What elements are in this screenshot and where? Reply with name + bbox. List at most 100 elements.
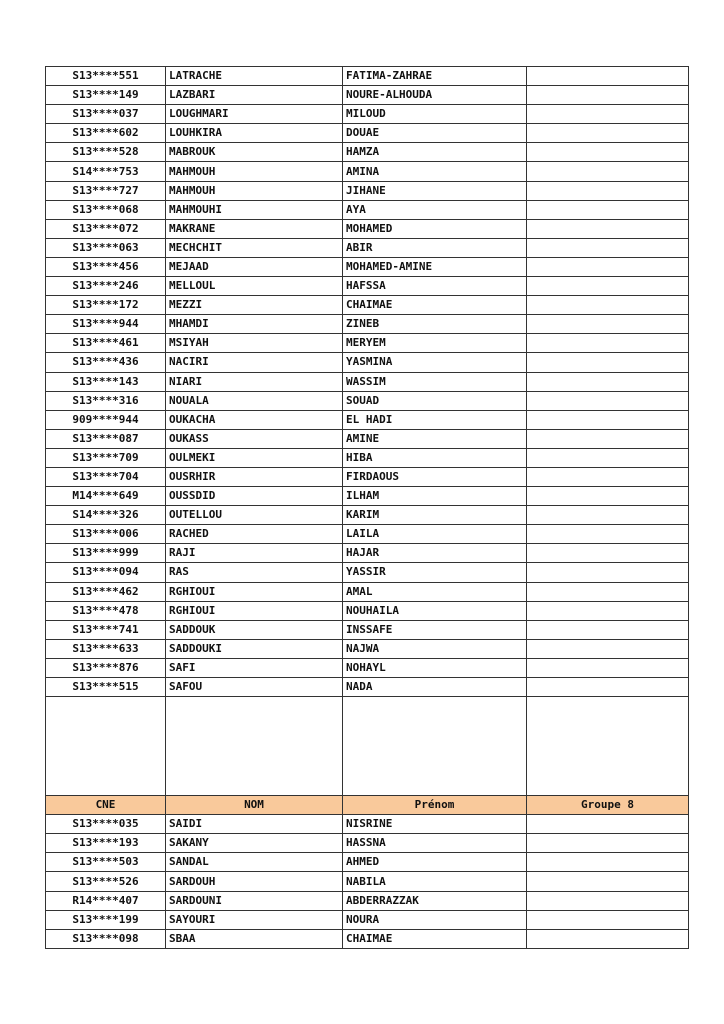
- cell-prenom: DOUAE: [342, 123, 527, 144]
- table-row: S13****098 SBAA CHAIMAE: [45, 928, 689, 949]
- cell-prenom: AMAL: [342, 581, 527, 602]
- cell-cne: S13****503: [45, 852, 166, 873]
- cell-nom: MECHCHIT: [165, 237, 343, 258]
- cell-prenom: MOHAMED: [342, 218, 527, 239]
- cell-groupe: [526, 256, 689, 278]
- blank-spacer: [45, 696, 689, 797]
- cell-groupe: [526, 333, 689, 354]
- cell-cne: S13****143: [45, 371, 166, 392]
- cell-prenom: HASSNA: [342, 833, 527, 854]
- cell-groupe: [526, 676, 689, 698]
- table-row: S13****528 MABROUK HAMZA: [45, 142, 689, 163]
- cell-groupe: [526, 581, 689, 602]
- cell-cne: S13****727: [45, 180, 166, 201]
- rows-before: S13****551 LATRACHE FATIMA-ZAHRAE S13****14…: [45, 65, 689, 698]
- cell-prenom: NOURE-ALHOUDA: [342, 85, 527, 106]
- cell-groupe: [526, 562, 689, 583]
- table-row: R14****407 SARDOUNI ABDERRAZZAK: [45, 890, 689, 911]
- cell-prenom: HAJAR: [342, 543, 527, 564]
- cell-nom: LOUGHMARI: [165, 104, 343, 125]
- table-row: S13****727 MAHMOUH JIHANE: [45, 180, 689, 201]
- cell-prenom: MILOUD: [342, 104, 527, 125]
- cell-prenom: ABIR: [342, 237, 527, 258]
- cell-prenom: YASMINA: [342, 352, 527, 373]
- cell-nom: SAFI: [165, 657, 343, 679]
- student-table: S13****551 LATRACHE FATIMA-ZAHRAE S13****14…: [45, 65, 689, 949]
- cell-cne: S13****063: [45, 237, 166, 258]
- cell-cne: R14****407: [45, 890, 166, 911]
- cell-groupe: [526, 180, 689, 201]
- table-row: S13****515 SAFOU NADA: [45, 676, 689, 698]
- table-row: S14****753 MAHMOUH AMINA: [45, 161, 689, 182]
- cell-nom: NIARI: [165, 371, 343, 392]
- cell-prenom: CHAIMAE: [342, 295, 527, 316]
- table-row: S13****704 OUSRHIR FIRDAOUS: [45, 466, 689, 488]
- table-row: S13****551 LATRACHE FATIMA-ZAHRAE: [45, 65, 689, 87]
- cell-cne: S13****068: [45, 199, 166, 220]
- cell-cne: S13****193: [45, 833, 166, 854]
- table-row: S13****436 NACIRI YASMINA: [45, 352, 689, 373]
- cell-prenom: CHAIMAE: [342, 928, 527, 949]
- cell-prenom: HAMZA: [342, 142, 527, 163]
- cell-groupe: [526, 352, 689, 373]
- cell-cne: S13****741: [45, 619, 166, 640]
- table-row: S13****741 SADDOUK INSSAFE: [45, 619, 689, 640]
- cell-groupe: [526, 524, 689, 545]
- cell-prenom: AHMED: [342, 852, 527, 873]
- table-row: S13****633 SADDOUKI NAJWA: [45, 638, 689, 659]
- cell-prenom: NOUHAILA: [342, 600, 527, 621]
- table-row: S13****944 MHAMDI ZINEB: [45, 314, 689, 335]
- header-groupe: Groupe 8: [526, 795, 689, 816]
- cell-nom: SADDOUKI: [165, 638, 343, 659]
- cell-nom: MEZZI: [165, 295, 343, 316]
- cell-nom: MABROUK: [165, 142, 343, 163]
- rows-after: S13****035 SAIDI NISRINE S13****193 SAKANY HA…: [45, 814, 689, 949]
- table-row: M14****649 OUSSDID ILHAM: [45, 486, 689, 507]
- cell-cne: S13****633: [45, 638, 166, 659]
- cell-nom: SAYOURI: [165, 909, 343, 930]
- cell-cne: S13****098: [45, 928, 166, 949]
- cell-nom: OUTELLOU: [165, 505, 343, 526]
- cell-prenom: SOUAD: [342, 390, 527, 411]
- table-row: S13****526 SARDOUH NABILA: [45, 871, 689, 892]
- cell-cne: S13****035: [45, 814, 166, 835]
- cell-nom: OUKACHA: [165, 409, 343, 430]
- table-row: S13****709 OULMEKI HIBA: [45, 447, 689, 468]
- table-row: S13****172 MEZZI CHAIMAE: [45, 295, 689, 316]
- cell-cne: S13****436: [45, 352, 166, 373]
- table-row: S13****478 RGHIOUI NOUHAILA: [45, 600, 689, 621]
- cell-groupe: [526, 890, 689, 911]
- cell-groupe: [526, 871, 689, 892]
- table-row: S13****037 LOUGHMARI MILOUD: [45, 104, 689, 125]
- cell-prenom: NOHAYL: [342, 657, 527, 679]
- cell-prenom: LAILA: [342, 524, 527, 545]
- table-row: S13****006 RACHED LAILA: [45, 524, 689, 545]
- cell-nom: NACIRI: [165, 352, 343, 373]
- header-cne: CNE: [45, 795, 166, 816]
- cell-cne: S13****006: [45, 524, 166, 545]
- cell-cne: S13****199: [45, 909, 166, 930]
- cell-nom: OUSSDID: [165, 486, 343, 507]
- cell-groupe: [526, 600, 689, 621]
- header-prenom: Prénom: [342, 795, 527, 816]
- cell-cne: S13****999: [45, 543, 166, 564]
- cell-nom: SARDOUNI: [165, 890, 343, 911]
- cell-nom: MAHMOUH: [165, 180, 343, 201]
- cell-prenom: NOURA: [342, 909, 527, 930]
- cell-prenom: ILHAM: [342, 486, 527, 507]
- cell-groupe: [526, 505, 689, 526]
- cell-cne: S13****172: [45, 295, 166, 316]
- cell-groupe: [526, 466, 689, 488]
- cell-cne: M14****649: [45, 486, 166, 507]
- cell-groupe: [526, 295, 689, 316]
- cell-cne: S13****456: [45, 256, 166, 278]
- cell-nom: OUSRHIR: [165, 466, 343, 488]
- cell-groupe: [526, 161, 689, 182]
- cell-groupe: [526, 852, 689, 873]
- cell-prenom: FATIMA-ZAHRAE: [342, 65, 527, 87]
- cell-groupe: [526, 371, 689, 392]
- cell-cne: S13****462: [45, 581, 166, 602]
- header-nom: NOM: [165, 795, 343, 816]
- cell-groupe: [526, 909, 689, 930]
- cell-cne: 909****944: [45, 409, 166, 430]
